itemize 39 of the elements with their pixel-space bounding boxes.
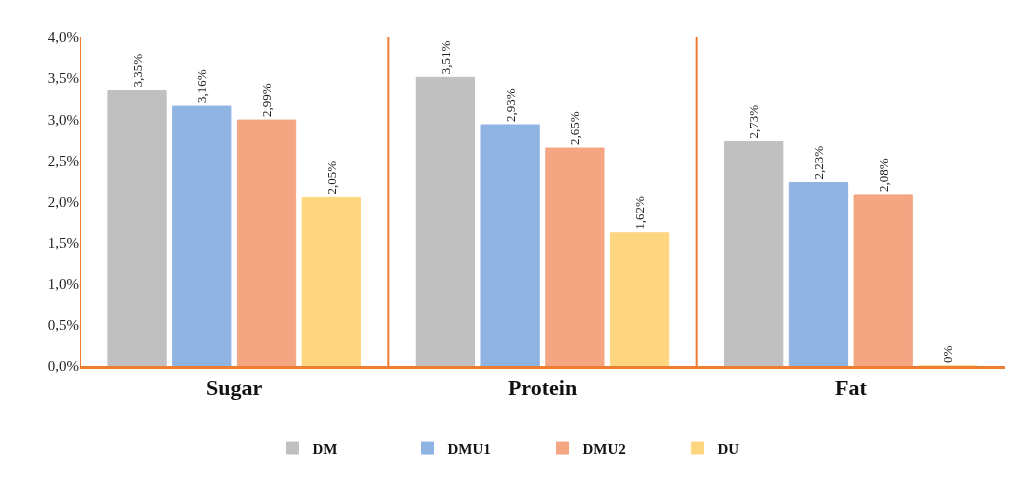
data-label: 2,99% <box>259 83 275 118</box>
bar <box>853 194 913 366</box>
data-label: 2,93% <box>502 88 518 123</box>
data-label: 2,08% <box>875 158 891 192</box>
data-label: 3,51% <box>437 40 453 75</box>
y-tick-label: 2,5% <box>47 152 79 169</box>
y-tick-label: 1,0% <box>47 276 79 292</box>
data-label: 1,62% <box>632 196 648 230</box>
y-tick-label: 1,5% <box>47 234 79 251</box>
y-tick-label: 3,5% <box>47 70 79 87</box>
x-tick-label: Protein <box>507 375 578 401</box>
legend-label: DMU1 <box>447 440 491 457</box>
legend-label: DMU2 <box>582 440 626 457</box>
data-label: 3,16% <box>194 69 210 104</box>
data-label: 3,35% <box>129 53 145 88</box>
data-label: 2,65% <box>567 111 583 146</box>
bar <box>236 119 297 366</box>
data-label: 2,73% <box>746 104 762 139</box>
legend-label: DU <box>717 440 740 457</box>
y-tick-label: 4,0% <box>47 29 79 46</box>
bar <box>545 147 605 366</box>
bar <box>788 182 849 366</box>
bar <box>724 140 784 366</box>
x-tick-label: Fat <box>834 375 868 401</box>
x-tick-label: Sugar <box>206 375 263 401</box>
legend-label: DM <box>312 440 338 457</box>
y-tick-label: 0,0% <box>47 358 79 375</box>
bar <box>107 89 167 366</box>
bar <box>609 232 670 366</box>
data-label: 2,23% <box>810 145 826 180</box>
y-tick-label: 0,5% <box>47 317 79 334</box>
bar <box>415 76 476 366</box>
data-label: 2,05% <box>323 160 339 195</box>
bar <box>172 105 232 366</box>
y-tick-label: 2,0% <box>47 193 79 210</box>
data-label: 0% <box>940 345 956 363</box>
y-tick-label: 3,0% <box>47 111 79 128</box>
bar <box>480 124 540 366</box>
bar <box>301 196 361 366</box>
